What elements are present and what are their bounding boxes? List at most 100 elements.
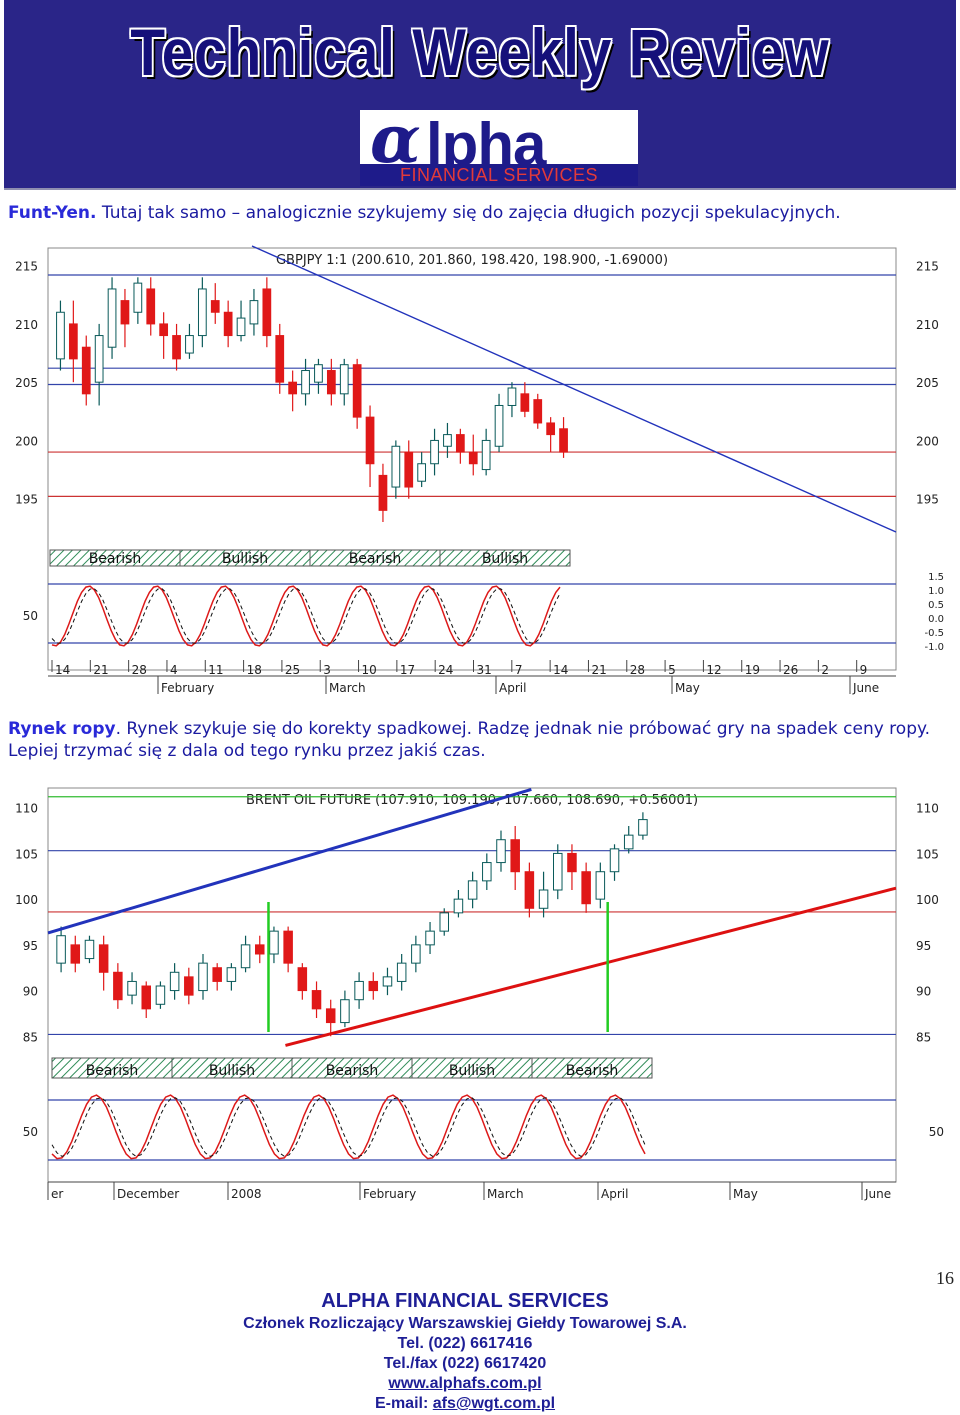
candle-body (496, 839, 506, 864)
candle-body (240, 944, 251, 969)
candle-body (439, 912, 449, 932)
oscillator-line-k (51, 1094, 646, 1160)
x-month-label: February (363, 1187, 416, 1201)
oscillator-label-right: 50 (929, 1125, 944, 1139)
y-tick-label-left: 85 (23, 1030, 38, 1044)
page-number: 16 (936, 1268, 954, 1288)
footer-email-link[interactable]: afs@wgt.com.pl (432, 1395, 556, 1412)
candle-body (382, 976, 393, 987)
y-tick-label-right: 195 (916, 493, 939, 507)
candle-body (352, 364, 362, 418)
candle-body (467, 880, 478, 900)
candle-body (288, 381, 298, 395)
x-day-label: 28 (630, 663, 645, 677)
candle-body (184, 976, 194, 996)
candle-body (567, 852, 577, 873)
chart-title: GBPJPY 1:1 (200.610, 201.860, 198.420, 1… (276, 253, 668, 268)
oscillator-line-d (51, 1097, 646, 1157)
x-day-label: 5 (668, 663, 676, 677)
y-tick-label-right: 85 (916, 1030, 931, 1044)
candle-body (538, 889, 549, 909)
section-oil-lead: Rynek ropy (8, 719, 116, 739)
x-day-label: 28 (132, 663, 147, 677)
candle-body (533, 399, 543, 424)
sentiment-band-label: Bearish (89, 551, 142, 567)
candle-body (159, 323, 169, 337)
brent-oil-chart: BRENT OIL FUTURE (107.910, 109.190, 107.… (0, 782, 960, 1207)
y-tick-label-left: 100 (15, 893, 38, 907)
report-header: Technical Weekly Review α lpha FINANCIAL… (4, 0, 956, 190)
brent-oil-chart-svg: BRENT OIL FUTURE (107.910, 109.190, 107.… (15, 787, 944, 1201)
x-day-label: 17 (400, 663, 415, 677)
oscillator-scale-label: 0.0 (928, 614, 944, 625)
y-tick-label-right: 90 (916, 985, 931, 999)
candle-body (468, 451, 478, 465)
candle-body (223, 311, 233, 337)
y-tick-label-left: 205 (15, 376, 38, 390)
candle-body (269, 930, 279, 955)
x-day-label: 2 (821, 663, 829, 677)
candle-body (185, 335, 194, 354)
candle-body (443, 434, 452, 447)
candle-body (494, 404, 504, 447)
y-tick-label-left: 95 (23, 939, 38, 953)
oscillator-label-left: 50 (23, 1125, 38, 1139)
sentiment-band-label: Bullish (482, 551, 528, 567)
y-tick-label-right: 200 (916, 434, 939, 448)
x-day-label: 7 (515, 663, 523, 677)
candle-body (212, 967, 222, 982)
candle-body (430, 439, 439, 465)
y-tick-label-right: 210 (916, 318, 939, 332)
y-tick-label-left: 200 (15, 434, 38, 448)
candle-body (172, 335, 181, 360)
footer-fax: Tel./fax (022) 6617420 (383, 1355, 547, 1372)
sentiment-band-label: Bullish (209, 1063, 255, 1079)
footer-website-link[interactable]: www.alphafs.com.pl (388, 1375, 542, 1392)
x-day-label: 18 (247, 663, 262, 677)
trendline-descending (251, 245, 897, 533)
section-oil-text: Rynek ropy. Rynek szykuje się do korekty… (8, 718, 958, 762)
x-day-label: 25 (285, 663, 300, 677)
candle-body (595, 871, 606, 900)
oscillator-scale-label: -1.0 (924, 642, 944, 653)
sentiment-band-label: Bullish (222, 551, 268, 567)
footer-email-label: E-mail: (374, 1395, 433, 1412)
oscillator-scale-label: -0.5 (924, 628, 944, 639)
candle-body (455, 434, 465, 453)
footer-member: Członek Rozliczający Warszawskiej Giełdy… (243, 1315, 687, 1332)
candle-body (301, 370, 310, 395)
candle-body (146, 288, 156, 325)
oscillator-scale-label: 1.5 (928, 572, 944, 583)
candle-body (378, 474, 388, 511)
x-month-label: June (852, 681, 879, 695)
oscillator-line-k (51, 585, 561, 647)
y-tick-label-right: 100 (916, 893, 939, 907)
y-tick-label-left: 195 (15, 493, 38, 507)
candle-body (155, 985, 166, 1005)
x-day-label: 10 (362, 663, 377, 677)
x-day-label: 9 (860, 663, 868, 677)
candle-body (56, 311, 65, 360)
candle-body (325, 1008, 336, 1024)
x-month-label: May (733, 1187, 758, 1201)
sentiment-band-label: Bullish (449, 1063, 495, 1079)
footer-company: ALPHA FINANCIAL SERVICES (321, 1290, 609, 1312)
sentiment-band-label: Bearish (326, 1063, 379, 1079)
y-tick-label-left: 105 (15, 847, 38, 861)
candle-body (311, 990, 322, 1010)
candle-body (553, 852, 563, 891)
x-day-label: 4 (170, 663, 178, 677)
section-gbpjpy-lead: Funt-Yen. (8, 203, 97, 223)
x-day-label: 19 (745, 663, 760, 677)
oscillator-line-d (51, 588, 561, 644)
candle-body (141, 985, 151, 1010)
footer: ALPHA FINANCIAL SERVICES Członek Rozlicz… (0, 1288, 930, 1414)
x-day-label: 21 (591, 663, 606, 677)
candle-body (120, 300, 130, 325)
x-month-label: May (675, 681, 700, 695)
candle-body (262, 288, 272, 337)
candle-body (197, 288, 207, 337)
report-title: Technical Weekly Review (130, 15, 830, 89)
x-day-label: 3 (323, 663, 331, 677)
y-tick-label-right: 205 (916, 376, 939, 390)
